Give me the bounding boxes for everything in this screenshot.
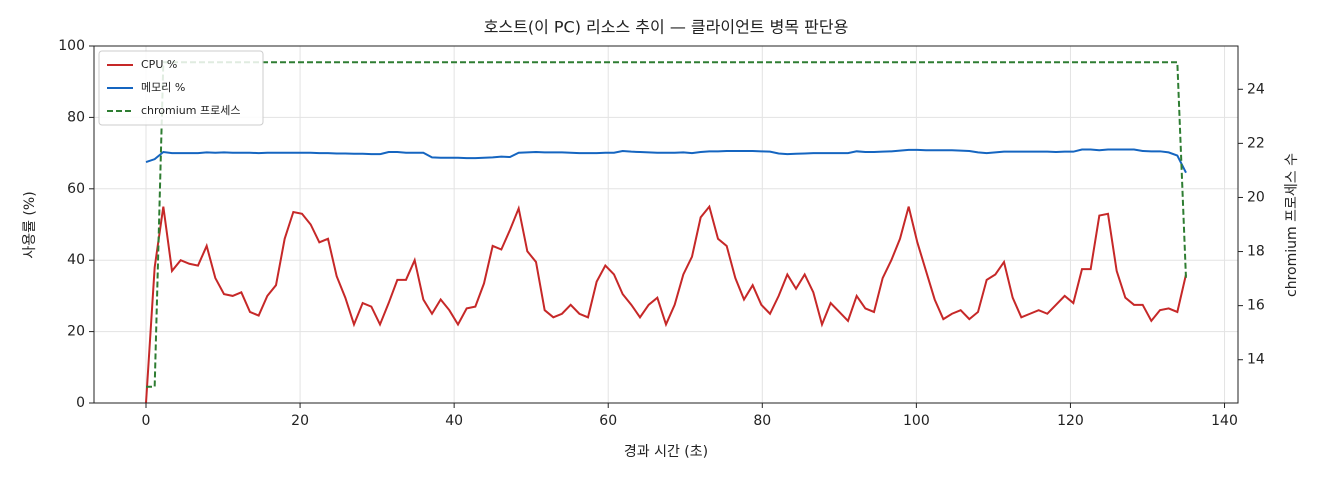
x-tick-label: 80 (753, 413, 771, 429)
y2-tick-label: 20 (1247, 189, 1265, 205)
x-tick-label: 40 (445, 413, 463, 429)
y2-tick-label: 18 (1247, 244, 1265, 260)
x-tick-label: 120 (1057, 413, 1084, 429)
legend: CPU % 메모리 % chromium 프로세스 (98, 50, 264, 126)
x-tick-label: 60 (599, 413, 617, 429)
legend-label: CPU % (141, 58, 177, 71)
plot-frame (93, 45, 1239, 404)
chart-title: 호스트(이 PC) 리소스 추이 — 클라이언트 병목 판단용 (484, 18, 849, 37)
y-tick-label: 40 (67, 252, 85, 268)
y2-axis-label: chromium 프로세스 수 (1284, 153, 1300, 297)
y2-tick-label: 16 (1247, 298, 1265, 314)
y2-tick-label: 22 (1247, 135, 1265, 151)
y-tick-label: 80 (67, 109, 85, 125)
y2-tick-label: 14 (1247, 352, 1265, 368)
series-line (146, 61, 1187, 388)
y2-tick-label: 24 (1247, 81, 1265, 97)
x-tick-label: 100 (903, 413, 930, 429)
legend-label: chromium 프로세스 (141, 104, 240, 117)
series-line (145, 148, 1187, 174)
y-axis-label: 사용률 (%) (22, 191, 38, 258)
legend-label: 메모리 % (141, 81, 185, 94)
y-tick-label: 60 (67, 181, 85, 197)
y-tick-label: 100 (58, 38, 85, 54)
x-tick-label: 140 (1211, 413, 1238, 429)
x-axis-label: 경과 시간 (초) (624, 444, 708, 460)
y-tick-label: 0 (76, 395, 85, 411)
x-tick-label: 20 (291, 413, 309, 429)
y-tick-label: 20 (67, 324, 85, 340)
legend-box (98, 50, 264, 126)
series-line (145, 204, 1187, 404)
x-tick-label: 0 (142, 413, 151, 429)
